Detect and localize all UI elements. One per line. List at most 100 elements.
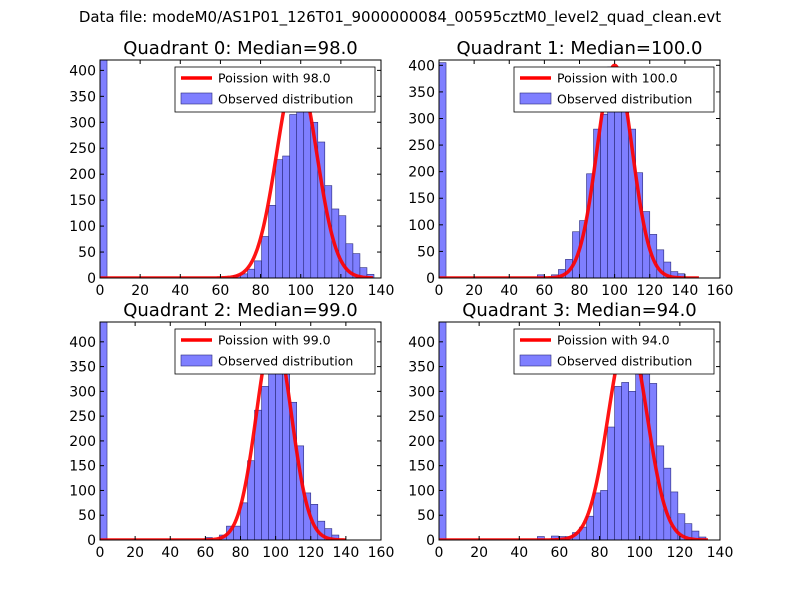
y-tick-label: 0 [426,271,435,287]
x-tick-label: 120 [636,283,663,299]
y-tick-label: 250 [69,409,96,425]
x-tick-label: 100 [262,545,289,561]
y-tick-label: 50 [78,508,96,524]
axes-frame [438,321,721,541]
y-tick-label: 150 [69,193,96,209]
poisson-curve [100,68,374,278]
histogram-bar [233,525,241,540]
histogram-bar [439,62,447,278]
x-tick-label: 0 [435,283,444,299]
histogram-bar [268,205,276,278]
y-tick-label: 50 [78,245,96,261]
histogram-bar [282,155,290,278]
x-tick-label: 80 [571,283,589,299]
plot-area [100,60,375,278]
y-tick-label: 200 [69,167,96,183]
y-tick-label: 350 [69,89,96,105]
histogram-bar [359,267,368,278]
x-tick-label: 20 [126,545,144,561]
y-tick-label: 100 [408,218,435,234]
x-tick-label: 40 [510,545,528,561]
x-tick-label: 160 [368,545,395,561]
y-tick-label: 350 [408,85,435,101]
y-tick-label: 400 [408,58,435,74]
y-tick-label: 300 [69,115,96,131]
y-tick-label: 350 [69,360,96,376]
x-tick-label: 80 [591,545,609,561]
x-tick-label: 20 [470,545,488,561]
x-tick-label: 120 [297,545,324,561]
histogram-bar [296,107,305,278]
x-tick-label: 120 [666,545,693,561]
legend-bar-label: Observed distribution [218,92,353,107]
legend: Poission with 99.0 Observed distribution [174,328,376,375]
x-tick-label: 140 [333,545,360,561]
legend-bar-swatch [519,92,552,105]
panel-title: Quadrant 2: Median=99.0 [123,300,358,321]
x-tick-label: 40 [171,283,189,299]
poisson-curve [100,330,347,540]
histogram-bar [275,159,283,278]
x-tick-label: 60 [212,283,230,299]
x-tick-label: 100 [287,283,314,299]
y-tick-label: 300 [408,384,435,400]
x-tick-label: 140 [672,283,699,299]
histogram-bar [275,353,283,540]
x-tick-label: 60 [196,545,214,561]
x-tick-label: 100 [601,283,628,299]
histogram-bar [600,490,608,540]
legend-bar-swatch [180,354,213,367]
y-tick-label: 150 [69,459,96,475]
x-tick-label: 100 [626,545,653,561]
y-tick-label: 0 [426,533,435,549]
y-tick-label: 400 [69,335,96,351]
x-tick-label: 0 [96,283,105,299]
y-tick-label: 100 [69,483,96,499]
panel-title: Quadrant 1: Median=100.0 [457,38,703,59]
histogram-bar [600,113,608,278]
legend-bar-label: Observed distribution [557,354,692,369]
histogram-bar [439,322,447,540]
y-tick-label: 150 [408,191,435,207]
panel-title: Quadrant 0: Median=98.0 [123,38,358,59]
histogram-bar [261,386,269,540]
histogram-bar [100,60,108,278]
histogram-bar [261,236,269,278]
y-tick-label: 250 [408,138,435,154]
y-tick-label: 0 [87,271,96,287]
x-tick-label: 140 [368,283,395,299]
figure-suptitle: Data file: modeM0/AS1P01_126T01_90000000… [78,8,722,26]
poisson-curve [439,63,700,278]
legend-bar-swatch [180,92,213,105]
histogram-bar [100,322,108,540]
histogram-bar [614,386,622,540]
plot-area [439,62,700,278]
x-tick-label: 20 [465,283,483,299]
legend: Poission with 100.0 Observed distribution [513,66,715,113]
y-tick-label: 400 [408,335,435,351]
y-tick-label: 400 [69,63,96,79]
y-tick-label: 350 [408,360,435,376]
histogram-bar [621,382,629,540]
chart-panel-quadrant-2: 0 20 40 60 80 100 120 140 160 0 50 100 150 200 250 300 3… [69,300,394,561]
y-tick-label: 50 [417,508,435,524]
x-tick-label: 40 [500,283,518,299]
x-tick-label: 0 [435,545,444,561]
histogram-bar [628,391,636,540]
legend-line-label: Poission with 99.0 [218,333,331,348]
legend: Poission with 98.0 Observed distribution [174,66,376,113]
legend-bar-label: Observed distribution [557,92,692,107]
x-tick-label: 80 [252,283,270,299]
y-tick-label: 300 [408,111,435,127]
x-tick-label: 160 [707,283,734,299]
histogram-bar [289,114,297,278]
plot-area [439,322,709,540]
histogram-bar [352,253,361,278]
histogram-bar [691,530,700,540]
panel-title: Quadrant 3: Median=94.0 [462,300,697,321]
chart-panel-quadrant-3: 0 20 40 60 80 100 120 140 0 50 100 150 200 250 300 350 4… [408,300,733,561]
y-tick-label: 50 [417,244,435,260]
y-tick-label: 100 [408,483,435,499]
x-tick-label: 0 [96,545,105,561]
